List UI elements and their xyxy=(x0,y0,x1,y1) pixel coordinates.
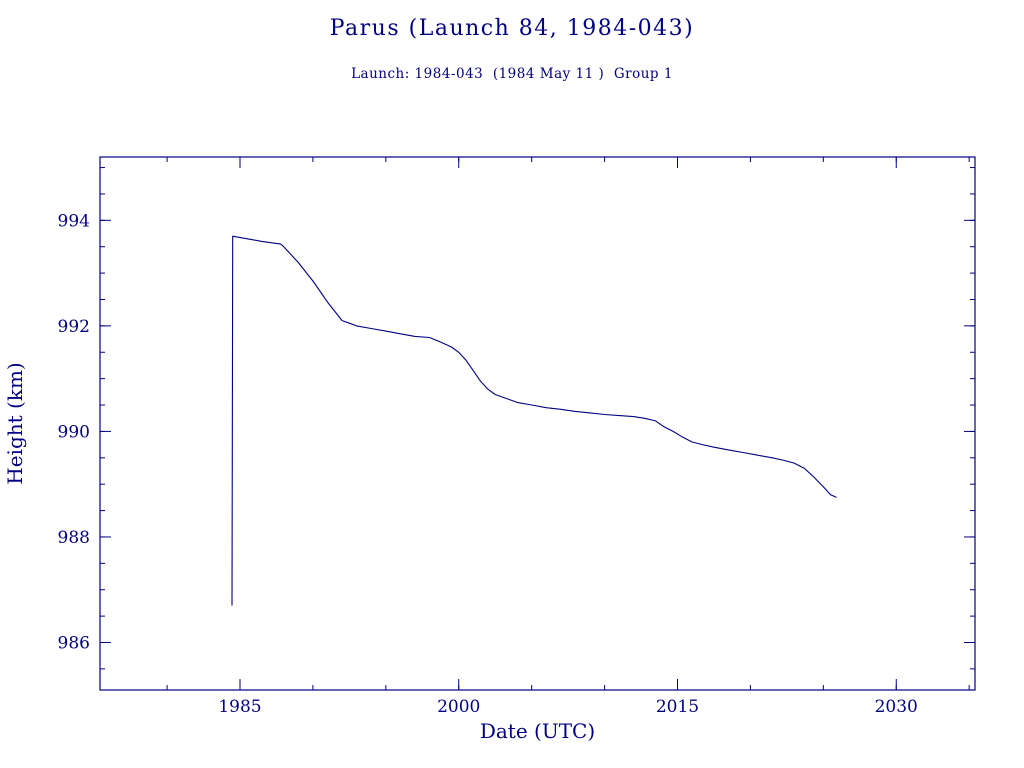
chart-subtitle: Launch: 1984-043 (1984 May 11 ) Group 1 xyxy=(351,66,673,82)
x-tick-label: 1985 xyxy=(218,697,261,717)
y-axis-title: Height (km) xyxy=(3,362,27,484)
x-tick-label: 2000 xyxy=(437,697,480,717)
x-tick-label: 2015 xyxy=(656,697,699,717)
x-tick-label: 2030 xyxy=(875,697,918,717)
y-tick-label: 990 xyxy=(58,422,90,442)
plot-frame xyxy=(99,156,976,691)
y-tick-label: 986 xyxy=(58,634,90,654)
series-line-height-km xyxy=(231,235,837,606)
chart-title: Parus (Launch 84, 1984-043) xyxy=(329,16,695,41)
y-tick-label: 994 xyxy=(58,211,90,231)
y-tick-label: 988 xyxy=(58,528,90,548)
y-tick-label: 992 xyxy=(58,317,90,337)
x-axis-title: Date (UTC) xyxy=(480,719,595,743)
